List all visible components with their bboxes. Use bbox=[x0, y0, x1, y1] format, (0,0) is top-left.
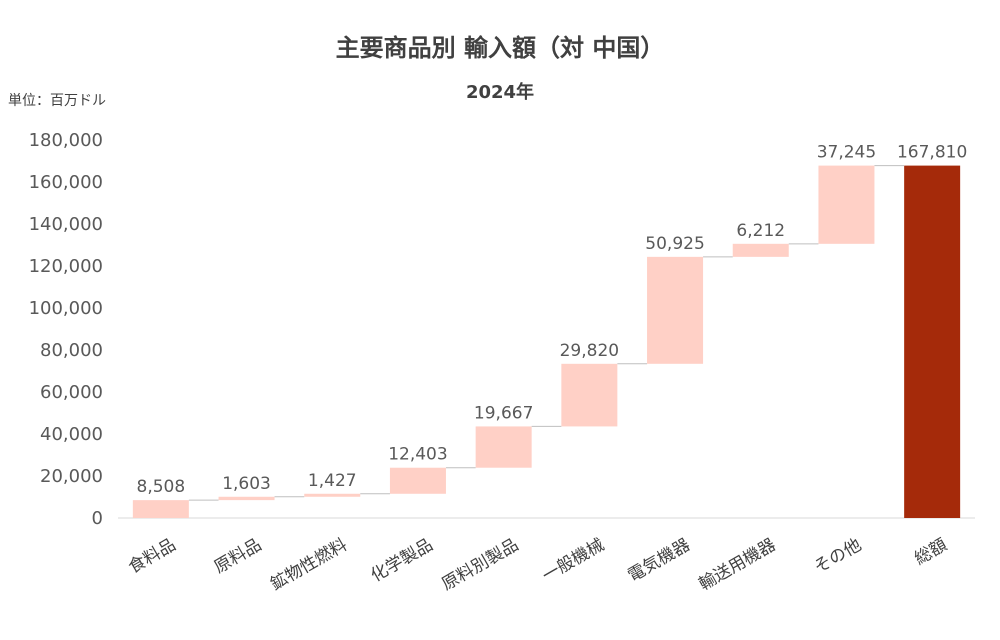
category-label: 輸送用機器 bbox=[696, 535, 780, 595]
data-label: 29,820 bbox=[560, 341, 619, 361]
category-label: 化学製品 bbox=[368, 535, 437, 586]
category-label: 原料別製品 bbox=[439, 535, 523, 595]
data-label: 12,403 bbox=[388, 445, 447, 465]
category-label: その他 bbox=[811, 535, 865, 578]
y-tick-label: 180,000 bbox=[29, 130, 103, 151]
y-tick-label: 120,000 bbox=[29, 256, 103, 277]
data-label: 37,245 bbox=[817, 143, 876, 163]
unit-label: 単位：百万ドル bbox=[8, 93, 106, 109]
bar-6 bbox=[561, 363, 618, 427]
category-label: 鉱物性燃料 bbox=[267, 535, 351, 595]
category-label: 総額 bbox=[911, 535, 950, 569]
category-label: 一般機械 bbox=[539, 535, 608, 586]
bar-1 bbox=[132, 500, 189, 518]
bar-8 bbox=[732, 243, 789, 257]
category-label: 食料品 bbox=[125, 535, 179, 578]
y-tick-label: 40,000 bbox=[40, 424, 103, 445]
data-label: 1,603 bbox=[222, 474, 271, 494]
category-label: 原料品 bbox=[211, 535, 265, 578]
y-tick-label: 100,000 bbox=[29, 298, 103, 319]
bar-4 bbox=[389, 467, 446, 494]
bar-9 bbox=[818, 165, 875, 244]
data-label: 1,427 bbox=[308, 471, 357, 491]
bar-5 bbox=[475, 426, 532, 468]
y-tick-label: 140,000 bbox=[29, 214, 103, 235]
bar-2 bbox=[218, 496, 275, 501]
data-label: 167,810 bbox=[897, 143, 967, 163]
chart-subtitle: 2024年 bbox=[465, 82, 535, 103]
category-label: 電気機器 bbox=[625, 535, 694, 586]
data-label: 8,508 bbox=[137, 477, 186, 497]
data-label: 19,667 bbox=[474, 403, 533, 423]
y-tick-label: 80,000 bbox=[40, 340, 103, 361]
data-label: 50,925 bbox=[645, 234, 704, 254]
y-tick-label: 20,000 bbox=[40, 466, 103, 487]
bar-3 bbox=[304, 493, 361, 497]
bar-7 bbox=[647, 256, 704, 364]
y-tick-label: 60,000 bbox=[40, 382, 103, 403]
bar-10 bbox=[904, 165, 961, 518]
y-tick-label: 160,000 bbox=[29, 172, 103, 193]
chart-title: 主要商品別 輸入額（対 中国） bbox=[335, 34, 665, 62]
data-label: 6,212 bbox=[736, 221, 785, 241]
y-tick-label: 0 bbox=[92, 508, 103, 529]
